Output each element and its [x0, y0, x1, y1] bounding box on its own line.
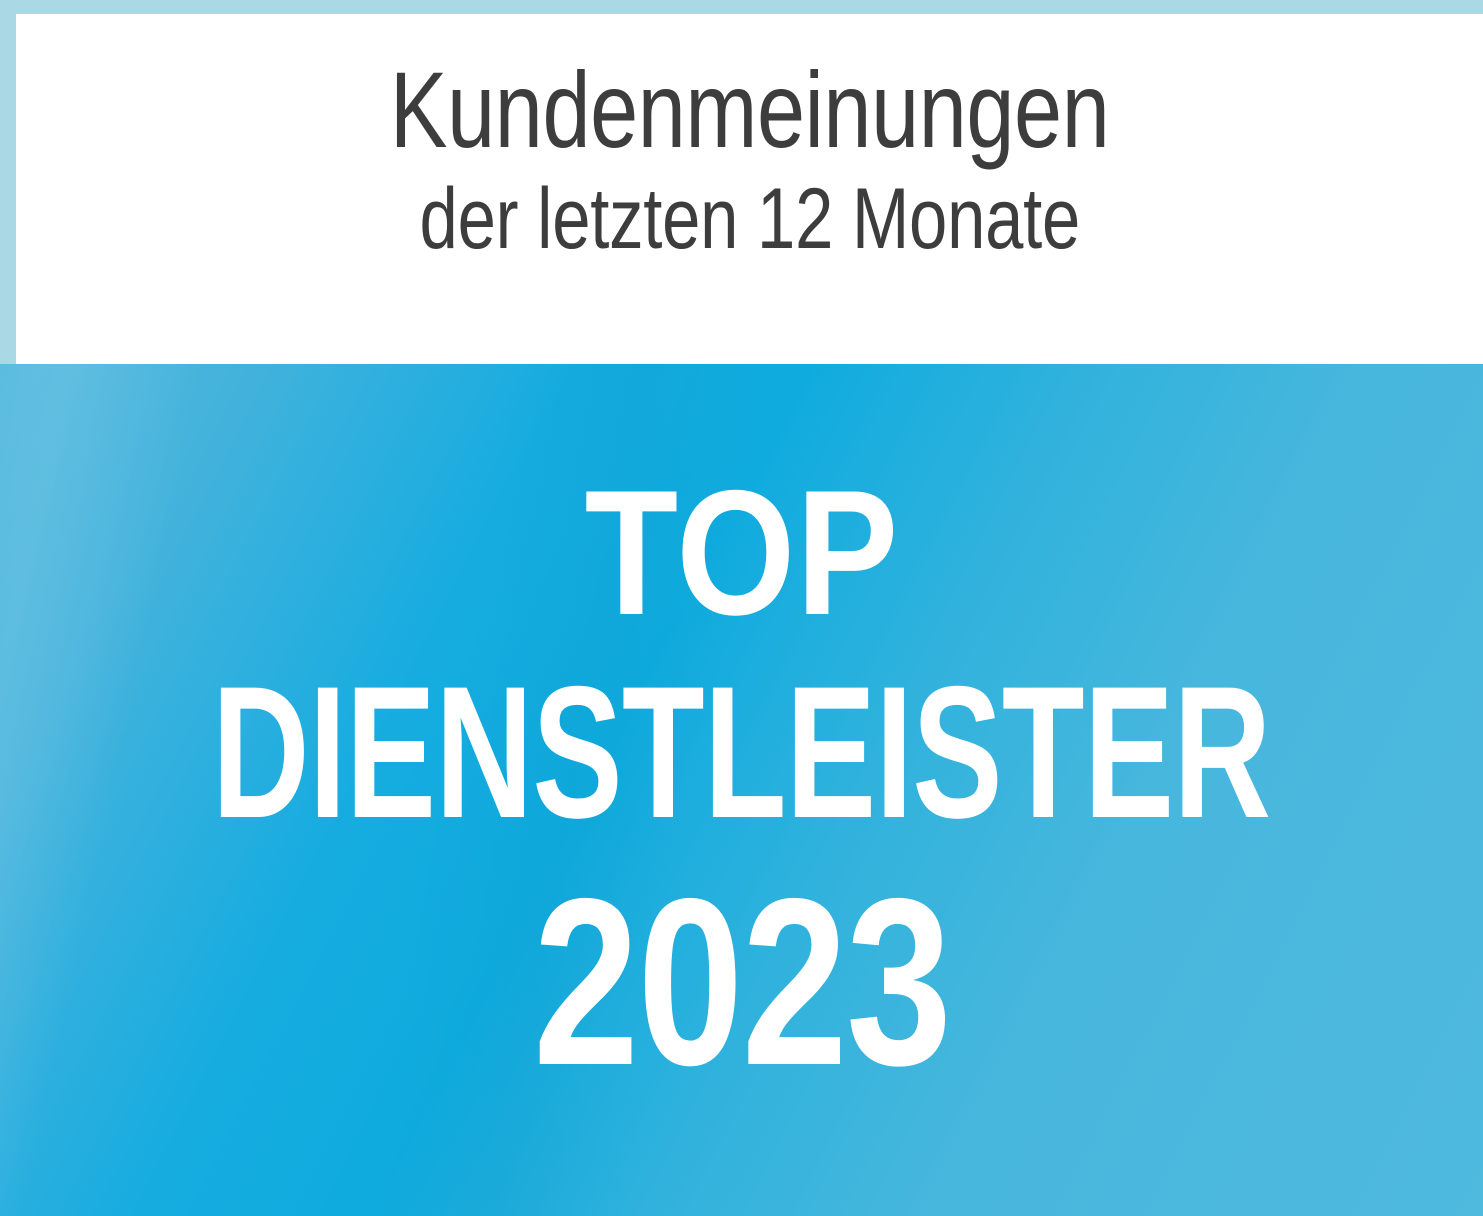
award-category-label: DIENSTLEISTER [212, 647, 1271, 857]
badge-title: Kundenmeinungen [389, 49, 1110, 170]
badge-subtitle: der letzten 12 Monate [419, 171, 1080, 267]
award-text-stack: TOP DIENSTLEISTER 2023 [0, 364, 1483, 1216]
award-field: TOP DIENSTLEISTER 2023 [0, 364, 1483, 1216]
award-rank-label: TOP [584, 453, 899, 652]
header-panel: Kundenmeinungen der letzten 12 Monate [0, 0, 1483, 364]
header-inner: Kundenmeinungen der letzten 12 Monate [16, 14, 1483, 364]
award-year: 2023 [532, 850, 952, 1115]
